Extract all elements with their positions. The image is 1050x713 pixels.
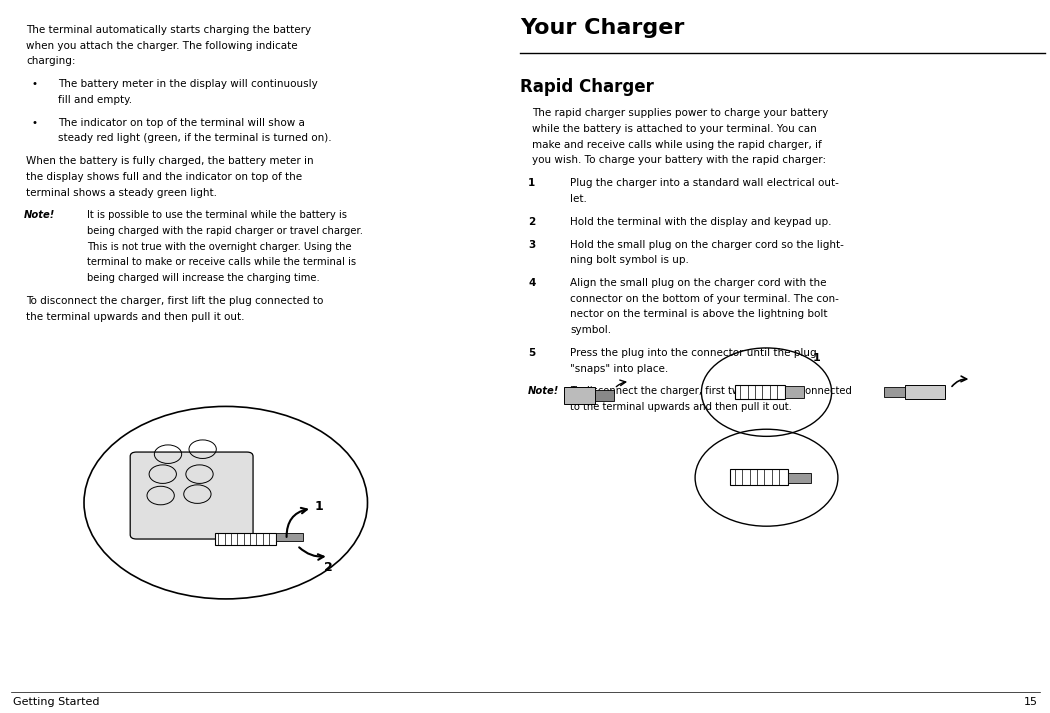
Text: Hold the small plug on the charger cord so the light-: Hold the small plug on the charger cord … (570, 240, 844, 250)
Text: to the terminal upwards and then pull it out.: to the terminal upwards and then pull it… (570, 402, 792, 412)
Text: the display shows full and the indicator on top of the: the display shows full and the indicator… (26, 172, 302, 182)
Text: •: • (32, 118, 38, 128)
Text: The rapid charger supplies power to charge your battery: The rapid charger supplies power to char… (532, 108, 828, 118)
Text: 3: 3 (528, 240, 536, 250)
Text: Plug the charger into a standard wall electrical out-: Plug the charger into a standard wall el… (570, 178, 839, 188)
Text: To disconnect the charger, first twist the plug connected: To disconnect the charger, first twist t… (570, 386, 852, 396)
Bar (884, 387, 905, 397)
Text: It is possible to use the terminal while the battery is: It is possible to use the terminal while… (87, 210, 348, 220)
Text: you wish. To charge your battery with the rapid charger:: you wish. To charge your battery with th… (532, 155, 826, 165)
Text: while the battery is attached to your terminal. You can: while the battery is attached to your te… (532, 124, 817, 134)
Bar (788, 473, 811, 483)
Text: Hold the terminal with the display and keypad up.: Hold the terminal with the display and k… (570, 217, 832, 227)
Text: make and receive calls while using the rapid charger, if: make and receive calls while using the r… (532, 140, 822, 150)
Text: the terminal upwards and then pull it out.: the terminal upwards and then pull it ou… (26, 312, 245, 322)
Bar (735, 385, 785, 399)
Text: Getting Started: Getting Started (13, 697, 99, 707)
Text: 1: 1 (315, 501, 323, 513)
Text: terminal shows a steady green light.: terminal shows a steady green light. (26, 188, 217, 198)
Text: 2: 2 (324, 561, 333, 574)
Text: connector on the bottom of your terminal. The con-: connector on the bottom of your terminal… (570, 294, 839, 304)
Text: Note!: Note! (528, 386, 560, 396)
Bar (905, 385, 945, 399)
Bar (730, 469, 788, 485)
Text: nector on the terminal is above the lightning bolt: nector on the terminal is above the ligh… (570, 309, 827, 319)
Text: symbol.: symbol. (570, 325, 611, 335)
Text: Note!: Note! (24, 210, 56, 220)
Text: The terminal automatically starts charging the battery: The terminal automatically starts chargi… (26, 25, 312, 35)
Text: Align the small plug on the charger cord with the: Align the small plug on the charger cord… (570, 278, 826, 288)
Text: steady red light (green, if the terminal is turned on).: steady red light (green, if the terminal… (58, 133, 332, 143)
Text: "snaps" into place.: "snaps" into place. (570, 364, 669, 374)
Text: 5: 5 (528, 348, 536, 358)
Text: This is not true with the overnight charger. Using the: This is not true with the overnight char… (87, 242, 352, 252)
Bar (564, 387, 595, 404)
Text: When the battery is fully charged, the battery meter in: When the battery is fully charged, the b… (26, 156, 314, 166)
Text: The indicator on top of the terminal will show a: The indicator on top of the terminal wil… (58, 118, 304, 128)
Bar (595, 390, 614, 401)
Text: •: • (32, 79, 38, 89)
Text: when you attach the charger. The following indicate: when you attach the charger. The followi… (26, 41, 298, 51)
Text: terminal to make or receive calls while the terminal is: terminal to make or receive calls while … (87, 257, 356, 267)
Text: 1: 1 (813, 353, 821, 363)
Text: Your Charger: Your Charger (520, 18, 685, 38)
Text: being charged will increase the charging time.: being charged will increase the charging… (87, 273, 320, 283)
Text: Rapid Charger: Rapid Charger (520, 78, 653, 96)
Text: 15: 15 (1024, 697, 1037, 707)
Bar (276, 533, 303, 541)
Text: 1: 1 (528, 178, 536, 188)
Text: ning bolt symbol is up.: ning bolt symbol is up. (570, 255, 689, 265)
Text: Press the plug into the connector until the plug: Press the plug into the connector until … (570, 348, 817, 358)
Text: being charged with the rapid charger or travel charger.: being charged with the rapid charger or … (87, 226, 363, 236)
Text: To disconnect the charger, first lift the plug connected to: To disconnect the charger, first lift th… (26, 296, 323, 306)
Bar (785, 386, 804, 398)
Text: charging:: charging: (26, 56, 76, 66)
Bar (215, 533, 276, 545)
FancyBboxPatch shape (130, 452, 253, 539)
Text: let.: let. (570, 194, 587, 204)
Text: fill and empty.: fill and empty. (58, 95, 132, 105)
Text: 4: 4 (528, 278, 536, 288)
Text: 2: 2 (528, 217, 536, 227)
Text: The battery meter in the display will continuously: The battery meter in the display will co… (58, 79, 317, 89)
